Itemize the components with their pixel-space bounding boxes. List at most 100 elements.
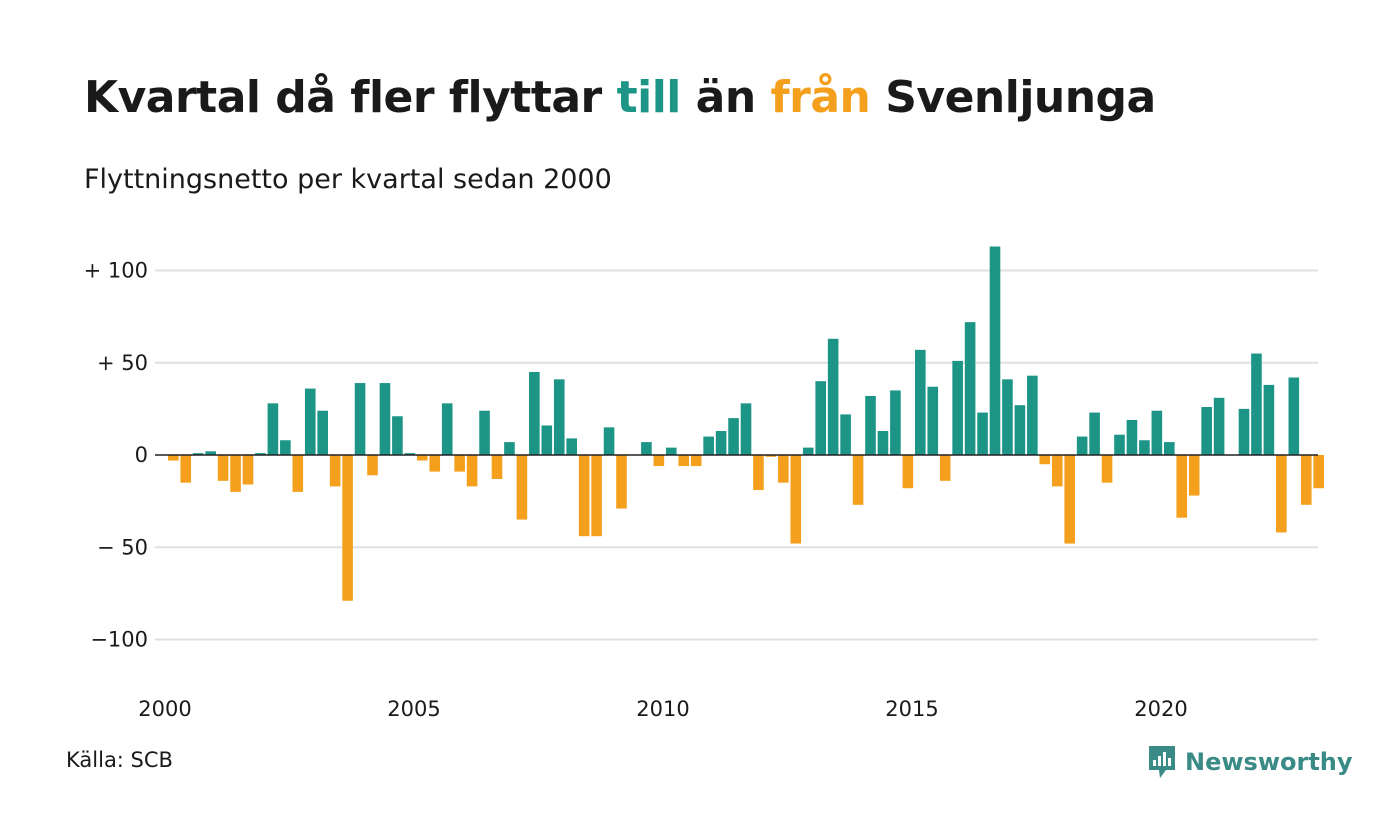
newsworthy-logo: Newsworthy [1147,742,1353,782]
bar [765,455,777,457]
y-tick-label: + 100 [84,259,148,283]
chart-title: Kvartal då fler flyttar till än från Sve… [84,72,1156,123]
bar [566,438,577,455]
bar [242,455,254,485]
bar [342,455,353,601]
bar [1089,412,1100,455]
title-part-1: Kvartal då fler flyttar [84,72,617,123]
bar [1201,407,1212,455]
bar [404,453,416,455]
bar [168,455,179,461]
x-tick-label: 2005 [387,697,440,721]
bar [317,410,328,455]
bar [753,455,764,491]
bar [653,455,665,467]
bar [304,388,316,455]
source-note: Källa: SCB [66,748,173,772]
bar [429,455,441,472]
logo-text: Newsworthy [1185,748,1353,776]
bar [989,246,1001,455]
bar [292,455,304,492]
y-tick-label: −100 [90,628,148,652]
bar [1288,377,1300,455]
bar [479,410,490,455]
bar [441,403,453,455]
bar-chart: + 100 + 50 0 − 50 −100 2000 2005 2010 2015 2020 [84,246,1324,721]
bar [1251,353,1262,455]
chart-speech-bubble-icon [1149,746,1175,778]
bar [280,440,291,455]
bar [740,403,752,455]
title-part-3: Svenljunga [870,72,1156,123]
bar [205,451,216,455]
bar [192,453,204,455]
bar [354,383,366,455]
x-tick-label: 2010 [636,697,689,721]
bar [230,455,241,492]
bar [927,386,939,455]
y-axis-ticks: + 100 + 50 0 − 50 −100 [84,259,148,652]
bar [1114,434,1125,455]
bar [1076,436,1088,455]
bar [1039,455,1051,465]
bar [616,455,627,509]
bar [728,418,739,455]
bar [417,455,428,461]
bar [504,442,515,455]
bar [1263,384,1275,455]
bar [1139,440,1150,455]
y-tick-label: + 50 [97,351,148,375]
bar [678,455,690,467]
bar [1313,455,1324,489]
title-part-2: än [680,72,771,123]
bar [1101,455,1113,483]
bar [1213,397,1225,455]
bar [1188,455,1200,496]
bar [392,416,403,455]
bar [977,412,988,455]
bar [840,414,851,455]
bar [952,360,963,455]
bar [553,379,565,455]
bar [1176,455,1188,518]
bar [1126,419,1138,455]
bar [1238,408,1250,455]
bar [964,322,976,455]
bar [578,455,590,537]
bar [790,455,802,544]
bar [516,455,528,520]
bar [379,383,391,455]
bar [1051,455,1063,487]
bar [529,371,540,455]
bar [827,338,839,455]
chart-subtitle: Flyttningsnetto per kvartal sedan 2000 [84,164,612,195]
bar [1151,410,1163,455]
bar [1300,455,1312,505]
bar [1164,442,1175,455]
bar [815,381,826,455]
bar [1014,405,1026,455]
bar [591,455,602,537]
bar [852,455,864,505]
bar [267,403,279,455]
bar [690,455,702,467]
bar [877,431,889,455]
bar [217,455,229,481]
bar [939,455,951,481]
bar [802,447,814,455]
y-tick-label: − 50 [97,535,148,559]
bar [329,455,341,487]
x-axis-ticks: 2000 2005 2010 2015 2020 [138,697,1187,721]
bar [902,455,914,489]
bar [1276,455,1287,533]
bar [915,349,926,455]
bar [715,431,727,455]
x-tick-label: 2015 [885,697,938,721]
bar [1002,379,1013,455]
bar [541,425,553,455]
bar [865,395,876,455]
y-tick-label: 0 [135,443,148,467]
bars [168,246,1324,601]
bar [1027,375,1038,455]
bar [491,455,503,479]
